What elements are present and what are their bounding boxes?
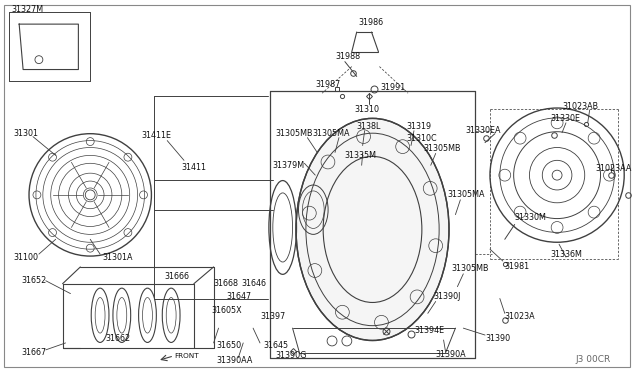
Text: 31305MB: 31305MB — [424, 144, 461, 153]
Text: 31023AA: 31023AA — [596, 164, 632, 173]
Text: 31605X: 31605X — [212, 306, 243, 315]
Text: 31411E: 31411E — [141, 131, 172, 140]
Text: 31390: 31390 — [485, 334, 510, 343]
Text: 31668: 31668 — [214, 279, 239, 288]
Text: 31305MA: 31305MA — [312, 129, 350, 138]
Text: 31336M: 31336M — [550, 250, 582, 259]
Text: 31411: 31411 — [181, 163, 206, 172]
Text: 3138L: 3138L — [356, 122, 381, 131]
Text: 31305MB: 31305MB — [276, 129, 314, 138]
Text: 31330M: 31330M — [515, 213, 547, 222]
Text: 31652: 31652 — [21, 276, 46, 285]
Text: 31023A: 31023A — [505, 312, 536, 321]
Ellipse shape — [296, 118, 449, 340]
Text: 31023AB: 31023AB — [562, 102, 598, 110]
Text: 31330E: 31330E — [550, 114, 580, 124]
Text: 31650: 31650 — [216, 341, 242, 350]
Text: 31647: 31647 — [227, 292, 252, 301]
Text: 31390G: 31390G — [276, 351, 307, 360]
Text: 31986: 31986 — [358, 17, 384, 27]
Text: 31390A: 31390A — [436, 350, 467, 359]
Text: 31305MA: 31305MA — [447, 190, 485, 199]
Text: 31310C: 31310C — [406, 134, 436, 143]
Text: 31394E: 31394E — [414, 326, 444, 334]
Text: 31335M: 31335M — [345, 151, 377, 160]
FancyBboxPatch shape — [4, 5, 630, 367]
Text: 31330EA: 31330EA — [465, 126, 500, 135]
Text: 31666: 31666 — [164, 272, 189, 281]
Text: 31327M: 31327M — [12, 5, 44, 14]
Text: 31305MB: 31305MB — [451, 264, 489, 273]
Text: 31319: 31319 — [406, 122, 431, 131]
Text: 31390AA: 31390AA — [216, 356, 253, 365]
Text: J3 00CR: J3 00CR — [576, 355, 611, 364]
Text: 31301A: 31301A — [102, 253, 132, 262]
Text: 31100: 31100 — [13, 253, 38, 262]
Text: 31646: 31646 — [241, 279, 266, 288]
Text: 31390J: 31390J — [434, 292, 461, 301]
Text: 31987: 31987 — [316, 80, 340, 89]
Text: 31981: 31981 — [505, 262, 530, 272]
Text: 31662: 31662 — [105, 334, 130, 343]
Text: 31379M: 31379M — [273, 161, 305, 170]
Text: 31310: 31310 — [355, 105, 380, 113]
Text: 31991: 31991 — [380, 83, 406, 92]
Text: 31645: 31645 — [263, 341, 288, 350]
Text: 31301: 31301 — [13, 129, 38, 138]
Text: FRONT: FRONT — [174, 353, 199, 359]
Text: 31667: 31667 — [21, 348, 46, 357]
Text: 31988: 31988 — [335, 52, 360, 61]
Text: 31397: 31397 — [260, 312, 285, 321]
